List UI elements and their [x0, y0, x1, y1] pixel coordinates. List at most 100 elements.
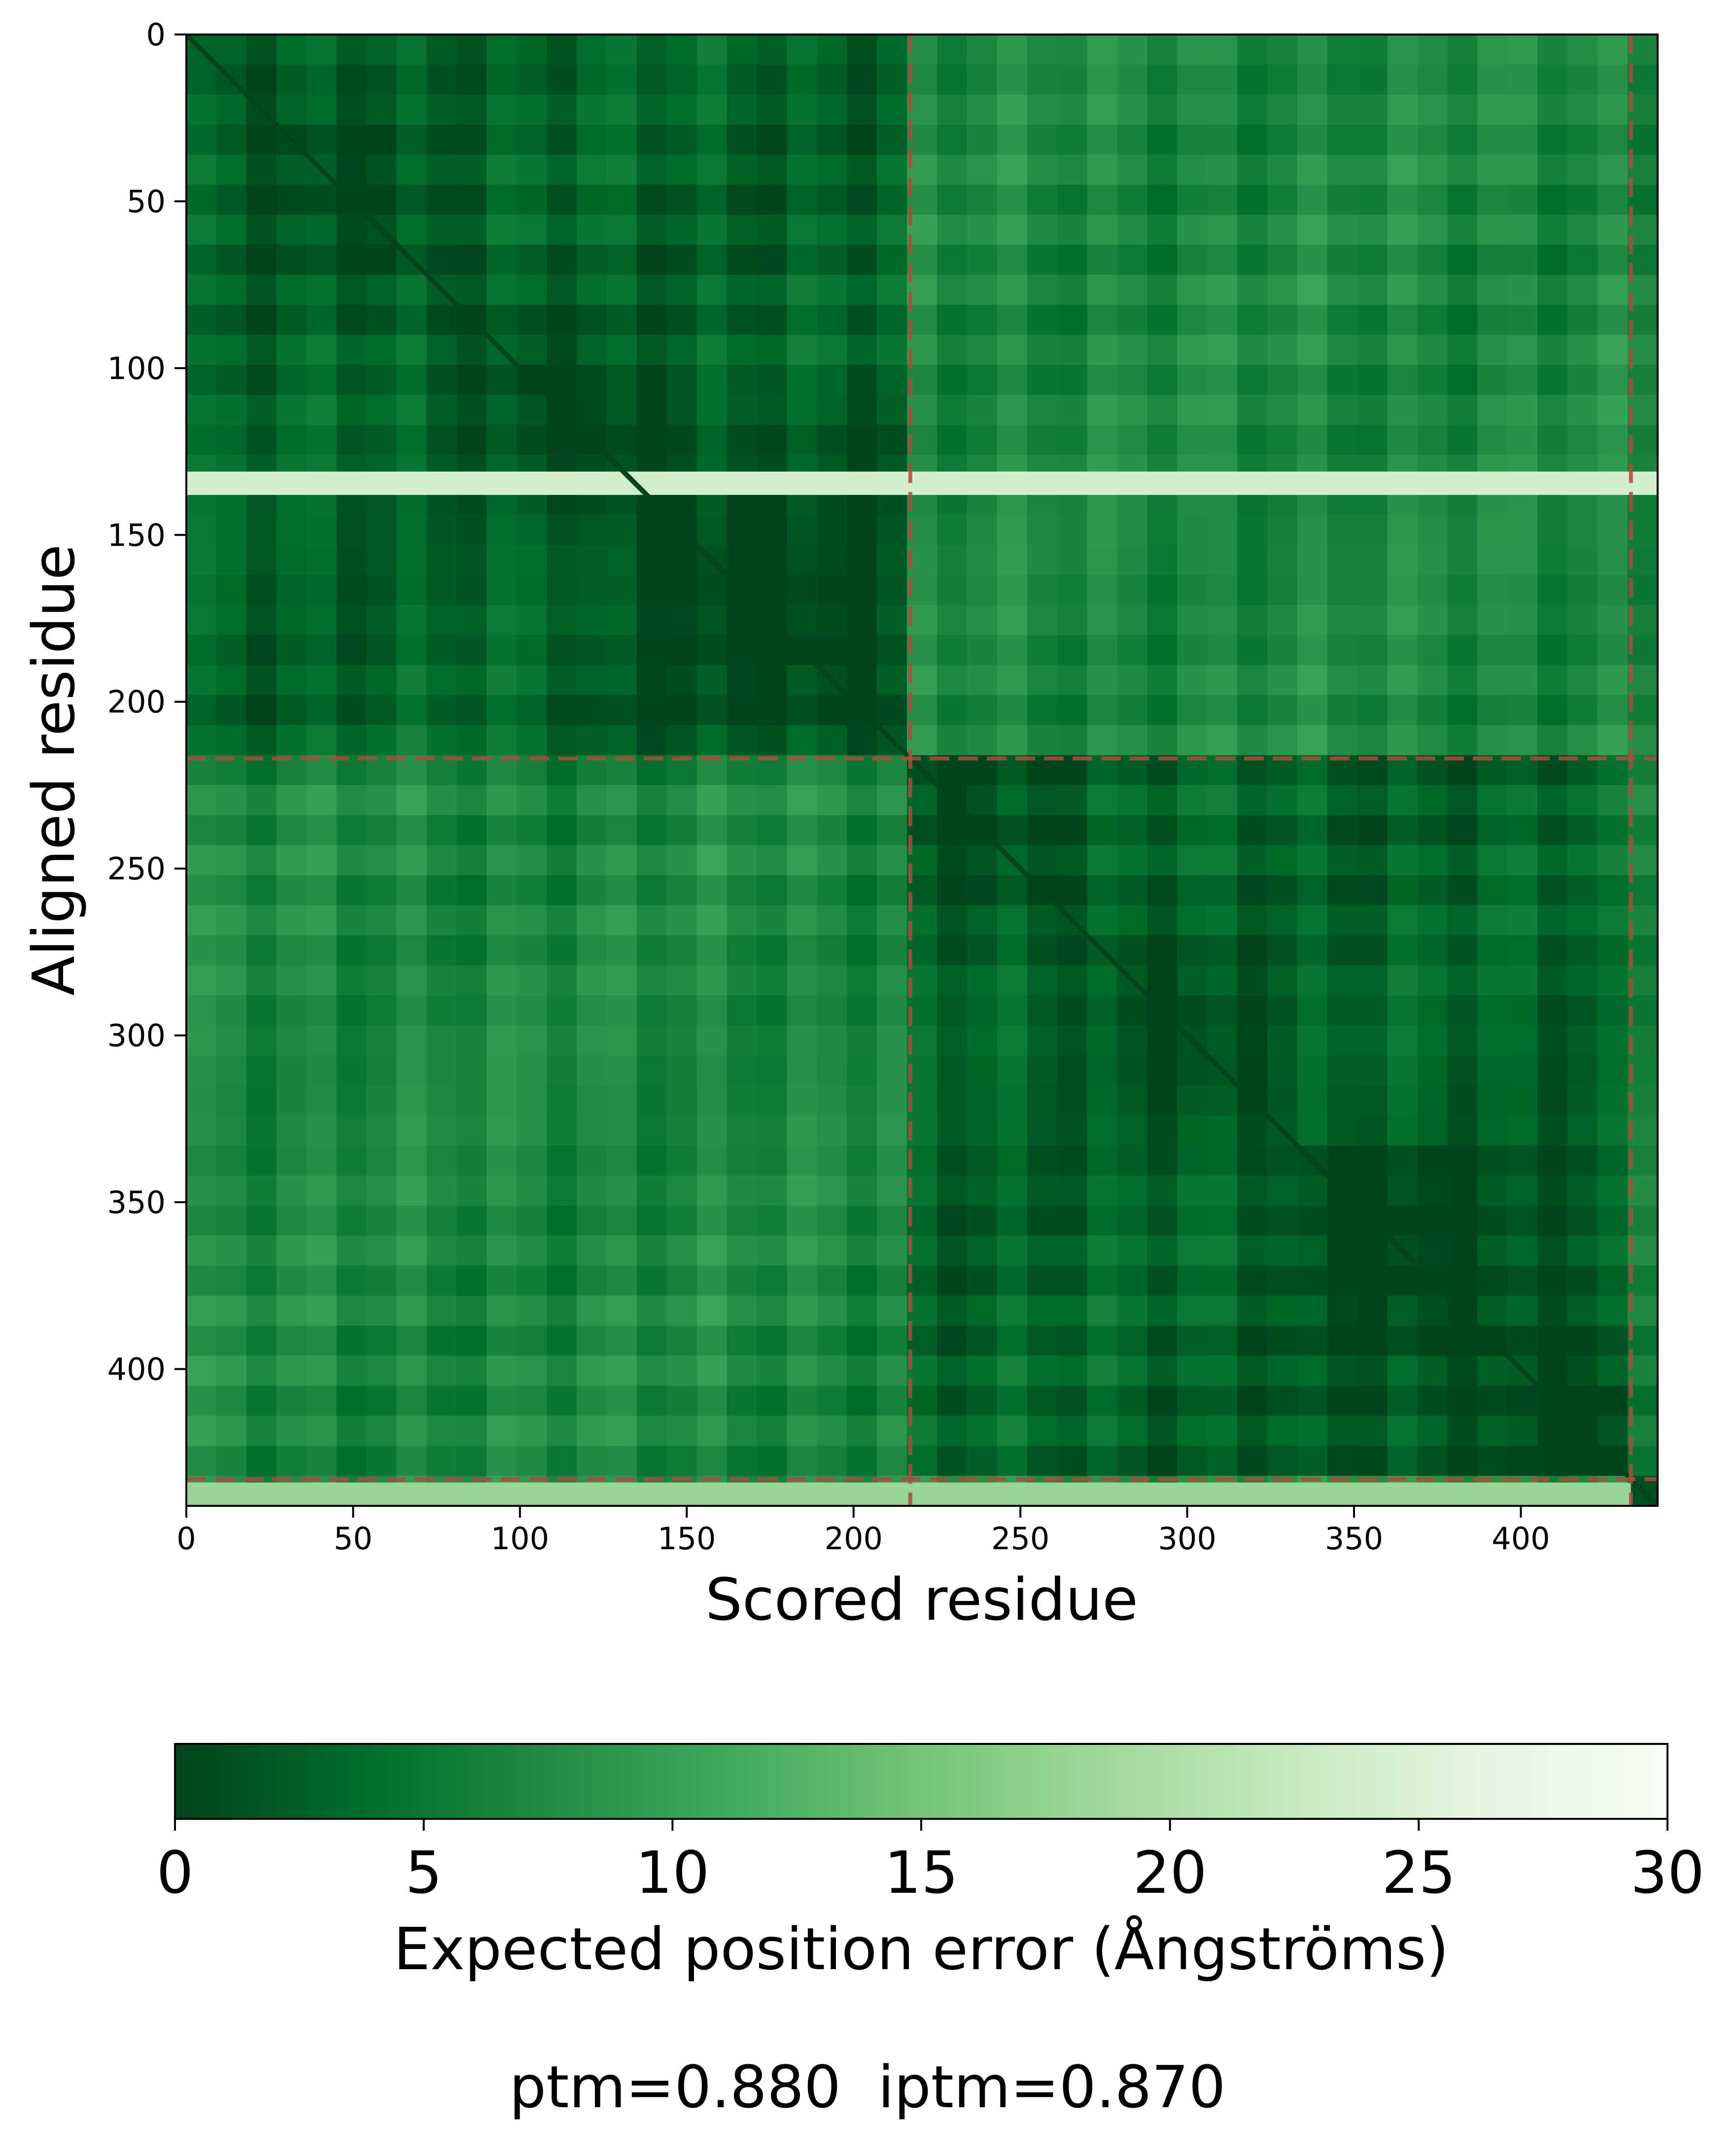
heatmap-cell [1567, 815, 1598, 846]
heatmap-cell [1387, 665, 1418, 696]
heatmap-cell [606, 515, 637, 546]
heatmap-cell [1237, 94, 1268, 125]
heatmap-cell [937, 124, 968, 155]
heatmap-cell [877, 695, 907, 726]
heatmap-cell [757, 244, 788, 276]
heatmap-cell [1117, 635, 1148, 666]
heatmap-cell [1267, 305, 1298, 336]
heatmap-cell [366, 94, 397, 125]
heatmap-cell [1357, 575, 1388, 606]
heatmap-cell [276, 965, 307, 996]
heatmap-cell [547, 35, 577, 65]
heatmap-cell [396, 395, 427, 425]
heatmap-cell [426, 1205, 457, 1236]
heatmap-cell [1567, 605, 1598, 636]
heatmap-cell [366, 154, 397, 185]
x-tick-label: 150 [658, 1521, 716, 1557]
heatmap-cell [636, 124, 667, 155]
heatmap-cell [997, 605, 1028, 636]
heatmap-cell [1177, 1356, 1208, 1387]
heatmap-cell [997, 94, 1028, 125]
heatmap-cell [696, 124, 728, 155]
heatmap-cell [817, 1235, 848, 1266]
heatmap-cell [817, 184, 848, 215]
heatmap-cell [1237, 35, 1268, 65]
heatmap-cell [1567, 275, 1598, 306]
heatmap-cell [727, 815, 758, 846]
heatmap-cell [847, 335, 878, 366]
heatmap-cell [817, 365, 848, 395]
heatmap-cell [216, 635, 247, 666]
heatmap-cell [486, 1416, 518, 1447]
heatmap-cell [997, 35, 1028, 65]
heatmap-cell [366, 515, 397, 546]
heatmap-cell [1447, 1146, 1478, 1176]
heatmap-cell [1537, 335, 1568, 366]
heatmap-cell [1087, 545, 1118, 576]
heatmap-cell [1297, 665, 1328, 696]
heatmap-cell [276, 365, 307, 395]
heatmap-cell [1057, 995, 1088, 1026]
heatmap-cell [1507, 184, 1538, 215]
heatmap-cell [787, 1295, 818, 1326]
heatmap-cell [1057, 64, 1088, 95]
heatmap-cell [1147, 965, 1178, 996]
heatmap-cell [757, 275, 788, 306]
heatmap-cell [1297, 785, 1328, 816]
heatmap-cell [1387, 1325, 1418, 1356]
heatmap-cell [967, 1115, 998, 1146]
heatmap-cell [456, 875, 487, 906]
heatmap-cell [366, 1146, 397, 1176]
heatmap-cell [1147, 1205, 1178, 1236]
heatmap-cell [636, 1265, 667, 1296]
heatmap-cell [1357, 635, 1388, 666]
heatmap-cell [276, 1146, 307, 1176]
heatmap-cell [1057, 1146, 1088, 1176]
heatmap-cell [817, 785, 848, 816]
heatmap-cell [1387, 154, 1418, 185]
heatmap-cell [517, 64, 547, 95]
heatmap-cell [967, 965, 998, 996]
heatmap-cell [967, 1085, 998, 1116]
heatmap-cell [276, 785, 307, 816]
heatmap-cell [967, 424, 998, 455]
heatmap-cell [757, 965, 788, 996]
heatmap-cell [1057, 845, 1088, 876]
heatmap-cell [787, 965, 818, 996]
y-tick-label: 50 [127, 183, 166, 219]
heatmap-cell [306, 665, 337, 696]
heatmap-cell [1147, 365, 1178, 395]
heatmap-cell [937, 1446, 968, 1477]
heatmap-cell [1207, 1295, 1238, 1326]
heatmap-cell [1117, 1055, 1148, 1086]
heatmap-cell [1507, 815, 1538, 846]
heatmap-cell [817, 1386, 848, 1417]
heatmap-cell [1417, 335, 1448, 366]
heatmap-cell [1387, 214, 1418, 245]
colorbar-fill [174, 1743, 1668, 1820]
heatmap-cell [1357, 1446, 1388, 1477]
heatmap-cell [1057, 395, 1088, 425]
heatmap-cell [1207, 665, 1238, 696]
heatmap-cell [1357, 1325, 1388, 1356]
heatmap-cell [396, 1446, 427, 1477]
heatmap-cell [937, 695, 968, 726]
heatmap-cell [696, 154, 728, 185]
heatmap-cell [1417, 1325, 1448, 1356]
heatmap-cell [1207, 305, 1238, 336]
heatmap-cell [1297, 695, 1328, 726]
heatmap-cell [1327, 305, 1358, 336]
heatmap-cell [877, 1085, 907, 1116]
heatmap-cell [186, 64, 217, 95]
heatmap-cell [1357, 965, 1388, 996]
heatmap-cell [1117, 515, 1148, 546]
heatmap-cell [306, 214, 337, 245]
heatmap-cell [1387, 124, 1418, 155]
heatmap-cell [1207, 1235, 1238, 1266]
heatmap-cell [1147, 1115, 1178, 1146]
heatmap-cell [396, 1386, 427, 1417]
heatmap-cell [456, 1025, 487, 1056]
heatmap-cell [396, 665, 427, 696]
heatmap-cell [306, 635, 337, 666]
heatmap-cell [306, 1115, 337, 1146]
